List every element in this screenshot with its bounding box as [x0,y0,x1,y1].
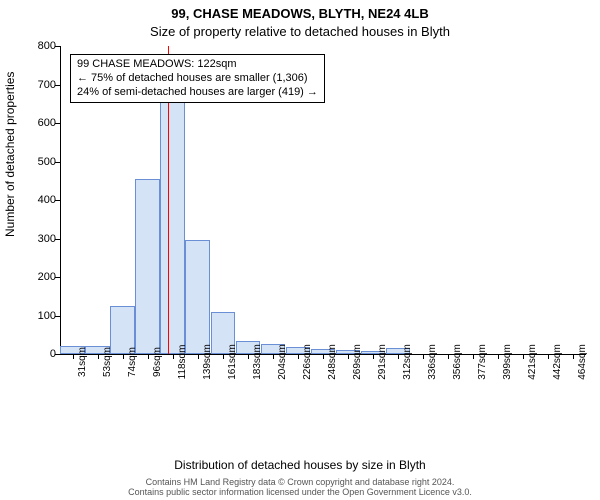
x-tick-mark [348,354,349,359]
annotation-line1: 99 CHASE MEADOWS: 122sqm [77,58,318,72]
x-tick-label: 399sqm [502,344,513,380]
annotation-box: 99 CHASE MEADOWS: 122sqm ← 75% of detach… [70,54,325,103]
y-tick-label: 0 [16,348,56,360]
y-tick-label: 700 [16,79,56,91]
chart-title-line2: Size of property relative to detached ho… [0,24,600,39]
x-tick-mark [223,354,224,359]
y-tick-mark [55,277,60,278]
x-tick-mark [273,354,274,359]
histogram-bar [160,81,185,354]
x-tick-label: 421sqm [527,344,538,380]
y-tick-label: 300 [16,233,56,245]
y-tick-mark [55,239,60,240]
y-tick-label: 100 [16,310,56,322]
x-tick-mark [98,354,99,359]
y-tick-mark [55,200,60,201]
x-tick-label: 442sqm [552,344,563,380]
x-tick-mark [498,354,499,359]
y-tick-mark [55,162,60,163]
y-axis [60,46,61,354]
x-tick-mark [448,354,449,359]
x-tick-mark [523,354,524,359]
x-tick-mark [248,354,249,359]
x-tick-mark [398,354,399,359]
chart-container: 99, CHASE MEADOWS, BLYTH, NE24 4LB Size … [0,0,600,500]
x-tick-label: 269sqm [352,344,363,380]
x-axis-label: Distribution of detached houses by size … [0,458,600,472]
y-tick-mark [55,123,60,124]
y-axis-label: Number of detached properties [3,217,17,237]
y-tick-mark [55,85,60,86]
x-tick-label: 336sqm [427,344,438,380]
x-tick-mark [573,354,574,359]
x-tick-mark [148,354,149,359]
x-tick-label: 312sqm [402,344,413,380]
y-tick-mark [55,46,60,47]
x-tick-label: 356sqm [452,344,463,380]
x-tick-mark [373,354,374,359]
x-tick-mark [173,354,174,359]
plot-area: 010020030040050060070080031sqm53sqm74sqm… [60,46,590,406]
x-tick-mark [548,354,549,359]
y-tick-mark [55,316,60,317]
footer-line2: Contains public sector information licen… [0,488,600,498]
annotation-line3: 24% of semi-detached houses are larger (… [77,86,318,100]
chart-title-line1: 99, CHASE MEADOWS, BLYTH, NE24 4LB [0,6,600,21]
x-tick-mark [323,354,324,359]
y-tick-label: 800 [16,40,56,52]
y-tick-label: 600 [16,117,56,129]
x-tick-mark [298,354,299,359]
histogram-bar [135,179,160,354]
footer: Contains HM Land Registry data © Crown c… [0,478,600,498]
x-tick-mark [473,354,474,359]
x-tick-mark [123,354,124,359]
x-tick-mark [198,354,199,359]
x-tick-label: 377sqm [477,344,488,380]
x-tick-label: 464sqm [577,344,588,380]
x-tick-mark [73,354,74,359]
histogram-bar [185,240,210,354]
y-tick-label: 400 [16,194,56,206]
x-tick-mark [423,354,424,359]
y-tick-label: 500 [16,156,56,168]
y-tick-label: 200 [16,271,56,283]
y-tick-mark [55,354,60,355]
annotation-line2: ← 75% of detached houses are smaller (1,… [77,72,318,86]
